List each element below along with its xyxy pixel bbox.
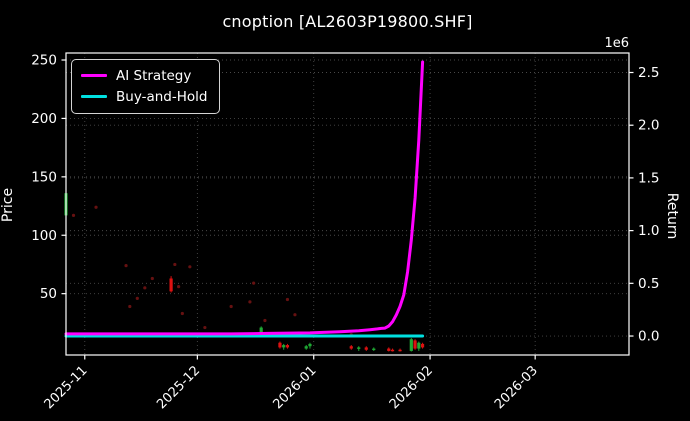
candle-body xyxy=(387,348,391,351)
trade-marker-dot xyxy=(252,281,256,285)
trade-marker-dot xyxy=(263,318,267,323)
y-axis-label-return: Return xyxy=(664,192,680,240)
price-tick-label: 200 xyxy=(31,111,57,127)
date-tick-label: 2026-02 xyxy=(387,363,436,412)
candle-body xyxy=(282,345,286,348)
trade-marker-dot xyxy=(71,213,76,217)
right-axis-offset-label: 1e6 xyxy=(604,36,629,51)
return-tick-label: 1.5 xyxy=(638,170,659,186)
buy-and-hold-line-swatch xyxy=(81,95,107,98)
trade-marker-dot xyxy=(150,276,154,281)
candle-body xyxy=(278,342,282,348)
y-axis-label-price: Price xyxy=(0,187,16,223)
candle-body xyxy=(372,348,376,351)
return-tick-label: 1.0 xyxy=(638,223,659,239)
trade-marker-dot xyxy=(285,297,290,302)
date-tick-label: 2026-03 xyxy=(492,363,541,412)
candle-body xyxy=(364,347,368,350)
candle-body xyxy=(349,346,353,349)
price-tick-label: 100 xyxy=(31,228,57,244)
ai-strategy-line xyxy=(64,60,425,336)
price-tick-label: 250 xyxy=(31,53,57,69)
candle-body xyxy=(398,349,402,352)
date-tick-label: 2025-11 xyxy=(42,363,91,412)
candle-body xyxy=(409,339,413,351)
legend-item-ai-strategy: AI Strategy xyxy=(81,65,207,86)
trade-marker-dot xyxy=(177,285,181,289)
return-tick-label: 2.5 xyxy=(638,65,659,81)
legend-label-ai-strategy: AI Strategy xyxy=(116,67,192,84)
legend-item-buy-and-hold: Buy-and-Hold xyxy=(81,86,207,107)
trade-marker-dot xyxy=(229,304,233,309)
trade-marker-dot xyxy=(203,325,207,330)
return-tick-label: 2.0 xyxy=(638,118,659,134)
trade-marker-dot xyxy=(135,296,139,300)
price-tick-label: 150 xyxy=(31,169,57,185)
trade-marker-dot xyxy=(293,313,297,317)
trade-marker-dot xyxy=(143,286,147,290)
trade-marker-dot xyxy=(124,264,128,268)
chart-title: cnoption [AL2603P19800.SHF] xyxy=(222,12,473,31)
price-tick-label: 50 xyxy=(40,286,57,302)
candle-body xyxy=(308,343,312,347)
candle-body xyxy=(357,347,361,349)
candle-body xyxy=(259,327,263,335)
trade-marker-dot xyxy=(188,265,192,269)
candle-body xyxy=(304,346,308,349)
legend-label-buy-and-hold: Buy-and-Hold xyxy=(116,88,208,105)
candle-body xyxy=(390,349,395,352)
candle-body xyxy=(417,342,421,349)
date-tick-label: 2025-12 xyxy=(154,363,203,412)
legend: AI Strategy Buy-and-Hold xyxy=(71,59,221,114)
candle-body xyxy=(413,340,417,349)
return-tick-label: 0.5 xyxy=(638,276,659,292)
trade-marker-dot xyxy=(180,311,184,316)
trade-marker-dot xyxy=(94,205,98,209)
trade-marker-dot xyxy=(173,262,177,267)
trade-marker-dot xyxy=(248,300,252,304)
plot-border xyxy=(65,52,630,356)
candle-body xyxy=(285,345,290,348)
candle-body xyxy=(169,278,173,292)
ai-strategy-line-swatch xyxy=(81,74,107,77)
return-tick-label: 0.0 xyxy=(638,329,659,345)
date-tick-label: 2026-01 xyxy=(271,363,320,412)
candle-body xyxy=(420,343,425,348)
trade-marker-dot xyxy=(128,304,132,309)
